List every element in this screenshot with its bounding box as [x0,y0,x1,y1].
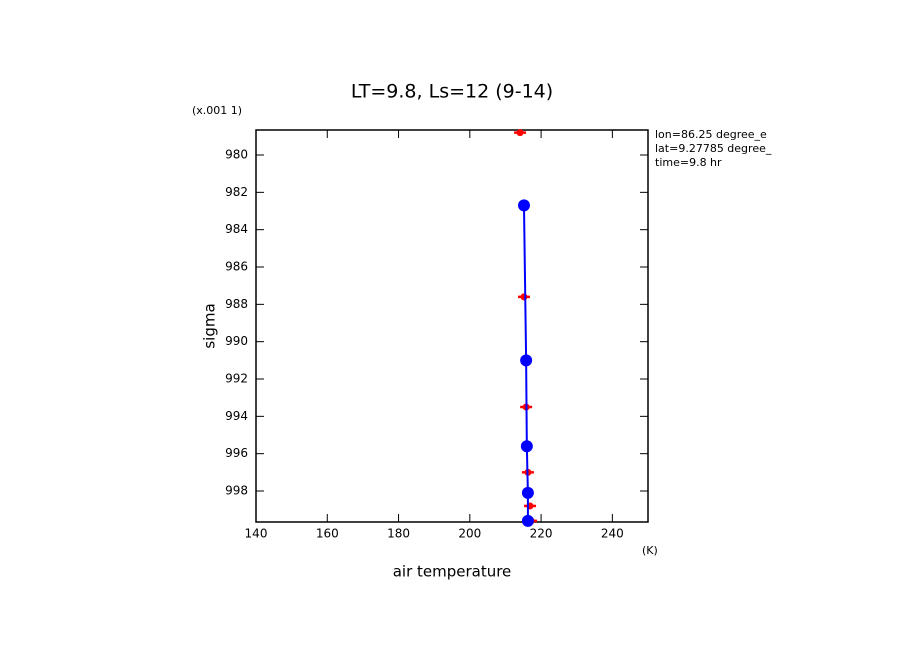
y-label: sigma [201,303,219,348]
y-tick-label: 988 [225,297,248,311]
annotations: lon=86.25 degree_e lat=9.27785 degree_ t… [655,128,772,169]
annotation: time=9.8 hr [655,156,722,169]
y-tick-label: 990 [225,334,248,348]
y-tick-label: 982 [225,185,248,199]
y-tick-label: 986 [225,260,248,274]
y-tick-label: 998 [225,484,248,498]
x-label: air temperature [393,563,512,581]
x-unit: (K) [642,544,658,557]
y-tick-label: 984 [225,222,248,236]
annotation: lon=86.25 degree_e [655,128,767,141]
data-point [521,486,534,499]
data-point [520,354,533,367]
plot-frame [255,129,649,523]
x-tick-label: 140 [245,527,268,541]
y-tick-label: 996 [225,446,248,460]
chart-title: LT=9.8, Ls=12 (9-14) [351,81,553,103]
data-point [517,199,530,212]
x-tick-label: 160 [316,527,339,541]
x-tick-label: 200 [458,527,481,541]
x-tick-label: 220 [530,527,553,541]
y-tick-label: 980 [225,148,248,162]
y-tick-label: 992 [225,372,248,386]
data-point [520,440,533,453]
x-tick-label: 240 [601,527,624,541]
y-unit: (x.001 1) [192,104,242,117]
y-tick-label: 994 [225,409,248,423]
x-tick-label: 180 [387,527,410,541]
annotation: lat=9.27785 degree_ [655,142,772,155]
data-point [521,514,534,527]
